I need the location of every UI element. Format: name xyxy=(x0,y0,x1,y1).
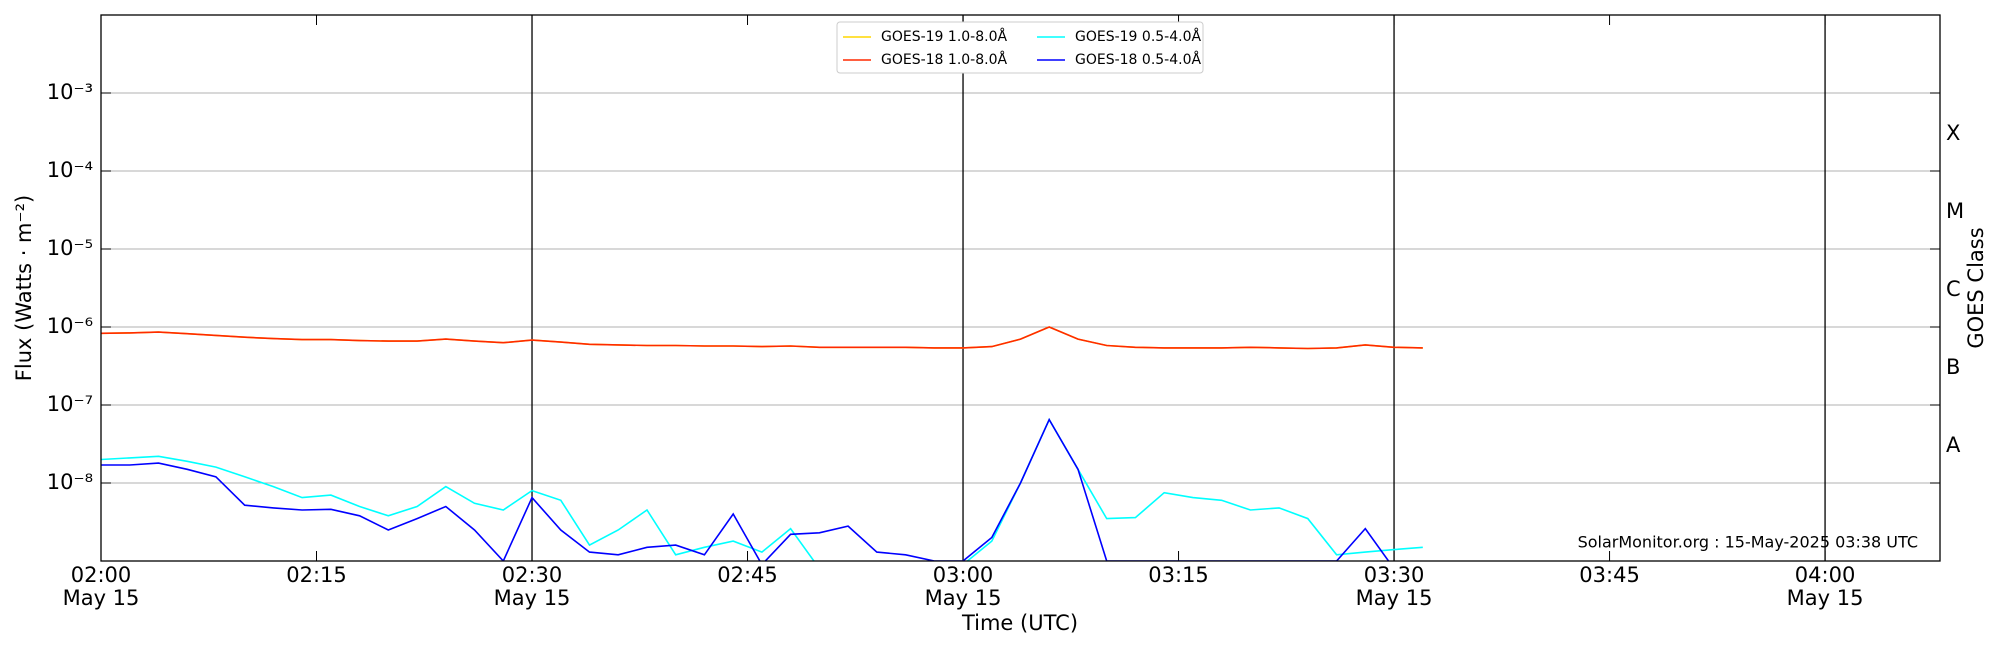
plot-area xyxy=(101,326,1423,561)
x-tick-label: 03:00 xyxy=(933,563,994,587)
y-tick-label: 10⁻⁴ xyxy=(47,158,93,182)
x-tick-sublabel: May 15 xyxy=(1787,586,1864,610)
x-tick-label: 04:00 xyxy=(1795,563,1856,587)
y-tick-label: 10⁻³ xyxy=(47,80,93,104)
series-line xyxy=(101,417,1423,561)
legend-label: GOES-18 1.0-8.0Å xyxy=(881,51,1007,68)
legend-label: GOES-19 1.0-8.0Å xyxy=(881,28,1007,45)
x-tick-label: 03:30 xyxy=(1364,563,1425,587)
x-tick-sublabel: May 15 xyxy=(63,586,140,610)
annotation: SolarMonitor.org : 15-May-2025 03:38 UTC xyxy=(1578,533,1918,552)
x-tick-label: 03:15 xyxy=(1148,563,1209,587)
x-tick-sublabel: May 15 xyxy=(925,586,1002,610)
x-tick-label: 02:00 xyxy=(71,563,132,587)
class-label: B xyxy=(1946,355,1960,379)
class-label: C xyxy=(1946,277,1961,301)
legend-label: GOES-18 0.5-4.0Å xyxy=(1075,51,1201,68)
y-tick-label: 10⁻⁵ xyxy=(47,236,93,260)
x-axis-label: Time (UTC) xyxy=(961,611,1078,635)
legend-box xyxy=(836,21,1204,74)
class-label: M xyxy=(1946,199,1964,223)
x-tick-label: 02:15 xyxy=(286,563,347,587)
y-tick-label: 10⁻⁷ xyxy=(47,392,93,416)
y-axis-label: Flux (Watts · m⁻²) xyxy=(12,195,36,381)
series-line xyxy=(101,417,1390,561)
x-tick-label: 02:30 xyxy=(502,563,563,587)
x-tick-sublabel: May 15 xyxy=(494,586,571,610)
y2-axis-label: GOES Class xyxy=(1964,227,1988,348)
y-tick-label: 10⁻⁸ xyxy=(47,470,93,494)
series-line xyxy=(101,326,1423,350)
x-tick-label: 03:45 xyxy=(1579,563,1640,587)
x-tick-label: 02:45 xyxy=(717,563,778,587)
plot-frame xyxy=(100,14,1941,562)
class-label: A xyxy=(1946,433,1961,457)
class-label: X xyxy=(1946,121,1960,145)
legend-label: GOES-19 0.5-4.0Å xyxy=(1075,28,1201,45)
x-tick-sublabel: May 15 xyxy=(1356,586,1433,610)
y-tick-label: 10⁻⁶ xyxy=(47,314,93,338)
